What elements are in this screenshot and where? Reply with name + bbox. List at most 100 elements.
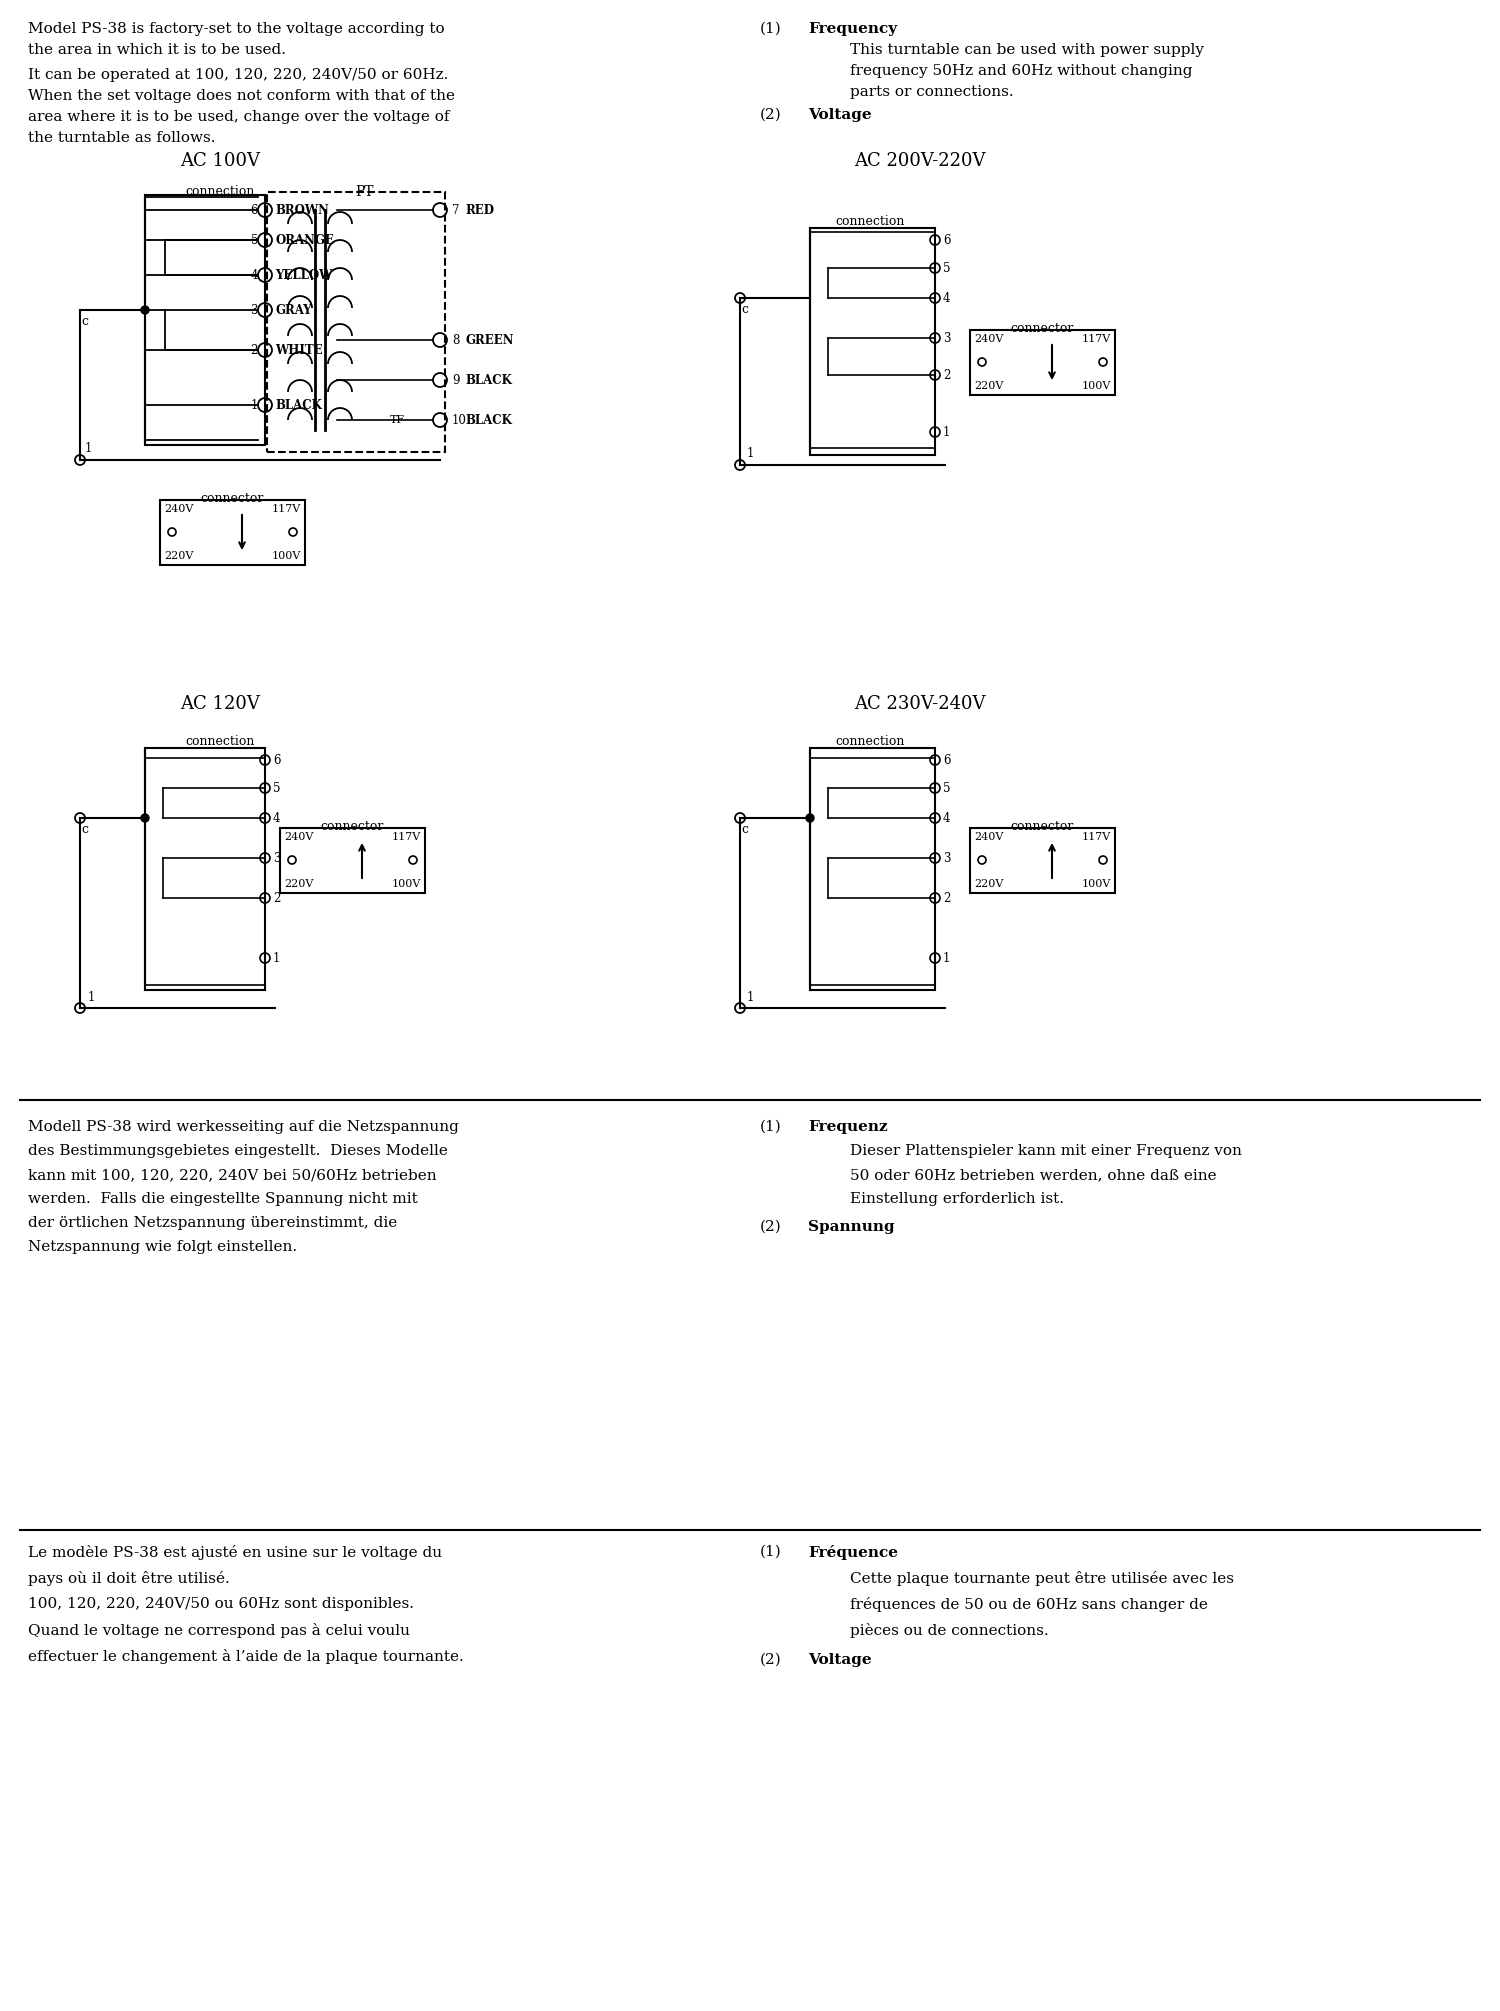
Text: 6: 6 xyxy=(944,754,951,766)
Text: AC 230V-240V: AC 230V-240V xyxy=(855,696,986,714)
Text: the turntable as follows.: the turntable as follows. xyxy=(28,131,216,145)
Text: 4: 4 xyxy=(944,812,951,825)
Text: connection: connection xyxy=(836,734,904,748)
Text: Model PS-38 is factory-set to the voltage according to: Model PS-38 is factory-set to the voltag… xyxy=(28,22,444,36)
Text: BROWN: BROWN xyxy=(274,203,328,217)
Text: c: c xyxy=(81,316,88,328)
Circle shape xyxy=(141,814,148,822)
Text: fréquences de 50 ou de 60Hz sans changer de: fréquences de 50 ou de 60Hz sans changer… xyxy=(850,1597,1208,1613)
Text: When the set voltage does not conform with that of the: When the set voltage does not conform wi… xyxy=(28,88,454,103)
Text: connection: connection xyxy=(836,215,904,227)
Bar xyxy=(280,829,424,893)
Text: 8: 8 xyxy=(452,334,459,346)
Bar xyxy=(810,748,934,989)
Text: (2): (2) xyxy=(760,1653,782,1667)
Text: (2): (2) xyxy=(760,109,782,123)
Text: 10: 10 xyxy=(452,414,466,426)
Text: WHITE: WHITE xyxy=(274,344,322,356)
Text: BLACK: BLACK xyxy=(274,398,322,412)
Text: 220V: 220V xyxy=(974,380,1004,390)
Text: 5: 5 xyxy=(944,261,951,273)
Bar xyxy=(267,191,446,452)
Bar xyxy=(160,501,304,565)
Text: 4: 4 xyxy=(944,292,951,304)
Text: Quand le voltage ne correspond pas à celui voulu: Quand le voltage ne correspond pas à cel… xyxy=(28,1623,410,1639)
Text: der örtlichen Netzspannung übereinstimmt, die: der örtlichen Netzspannung übereinstimmt… xyxy=(28,1217,398,1231)
Text: connection: connection xyxy=(184,734,255,748)
Text: GREEN: GREEN xyxy=(465,334,513,346)
Text: 1: 1 xyxy=(944,951,951,965)
Text: 240V: 240V xyxy=(284,833,314,843)
Text: RED: RED xyxy=(465,203,494,217)
Text: 7: 7 xyxy=(452,203,459,217)
Text: Fréquence: Fréquence xyxy=(808,1544,898,1561)
Text: 9: 9 xyxy=(452,374,459,386)
Text: Netzspannung wie folgt einstellen.: Netzspannung wie folgt einstellen. xyxy=(28,1241,297,1255)
Text: 117V: 117V xyxy=(392,833,422,843)
Text: BLACK: BLACK xyxy=(465,414,512,426)
Text: Frequency: Frequency xyxy=(808,22,897,36)
Text: 220V: 220V xyxy=(284,879,314,889)
Text: 1: 1 xyxy=(747,446,754,461)
Text: 100V: 100V xyxy=(1082,380,1112,390)
Bar xyxy=(970,330,1114,394)
Text: connector: connector xyxy=(201,493,264,505)
Text: connection: connection xyxy=(184,185,255,197)
Text: 1: 1 xyxy=(747,991,754,1003)
Text: pièces ou de connections.: pièces ou de connections. xyxy=(850,1623,1048,1639)
Text: 1: 1 xyxy=(273,951,280,965)
Text: (1): (1) xyxy=(760,1544,782,1559)
Text: 100V: 100V xyxy=(272,551,302,561)
Text: 2: 2 xyxy=(944,368,951,382)
Text: connector: connector xyxy=(321,820,384,833)
Text: (1): (1) xyxy=(760,1120,782,1134)
Text: werden.  Falls die eingestellte Spannung nicht mit: werden. Falls die eingestellte Spannung … xyxy=(28,1193,417,1207)
Text: 240V: 240V xyxy=(974,334,1004,344)
Text: 2: 2 xyxy=(273,891,280,905)
Text: kann mit 100, 120, 220, 240V bei 50/60Hz betrieben: kann mit 100, 120, 220, 240V bei 50/60Hz… xyxy=(28,1168,436,1182)
Text: 5: 5 xyxy=(273,782,280,794)
Text: c: c xyxy=(741,822,748,837)
Text: 1: 1 xyxy=(251,398,258,412)
Text: 220V: 220V xyxy=(974,879,1004,889)
Bar xyxy=(810,227,934,454)
Text: 5: 5 xyxy=(251,233,258,247)
Text: Cette plaque tournante peut être utilisée avec les: Cette plaque tournante peut être utilisé… xyxy=(850,1571,1234,1587)
Text: 3: 3 xyxy=(944,332,951,344)
Text: 117V: 117V xyxy=(1082,833,1112,843)
Text: Dieser Plattenspieler kann mit einer Frequenz von: Dieser Plattenspieler kann mit einer Fre… xyxy=(850,1144,1242,1158)
Text: Voltage: Voltage xyxy=(808,1653,871,1667)
Text: 5: 5 xyxy=(944,782,951,794)
Text: 4: 4 xyxy=(251,269,258,282)
Text: 6: 6 xyxy=(944,233,951,247)
Text: It can be operated at 100, 120, 220, 240V/50 or 60Hz.: It can be operated at 100, 120, 220, 240… xyxy=(28,68,448,82)
Text: Einstellung erforderlich ist.: Einstellung erforderlich ist. xyxy=(850,1193,1064,1207)
Text: TF: TF xyxy=(390,414,405,424)
Text: 6: 6 xyxy=(251,203,258,217)
Text: connector: connector xyxy=(1011,322,1074,336)
Text: des Bestimmungsgebietes eingestellt.  Dieses Modelle: des Bestimmungsgebietes eingestellt. Die… xyxy=(28,1144,448,1158)
Text: PT: PT xyxy=(356,185,374,199)
Text: Spannung: Spannung xyxy=(808,1221,894,1235)
Text: parts or connections.: parts or connections. xyxy=(850,84,1014,99)
Text: c: c xyxy=(81,822,88,837)
Circle shape xyxy=(806,814,814,822)
Text: Voltage: Voltage xyxy=(808,109,871,123)
Text: 6: 6 xyxy=(273,754,280,766)
Text: Frequenz: Frequenz xyxy=(808,1120,888,1134)
Text: ORANGE: ORANGE xyxy=(274,233,334,247)
Circle shape xyxy=(141,306,148,314)
Text: Modell PS-38 wird werkesseiting auf die Netzspannung: Modell PS-38 wird werkesseiting auf die … xyxy=(28,1120,459,1134)
Text: connector: connector xyxy=(1011,820,1074,833)
Text: 117V: 117V xyxy=(272,505,302,515)
Text: 220V: 220V xyxy=(164,551,194,561)
Text: (2): (2) xyxy=(760,1221,782,1235)
Text: 240V: 240V xyxy=(974,833,1004,843)
Text: c: c xyxy=(741,304,748,316)
Text: 1: 1 xyxy=(88,991,96,1003)
Text: YELLOW: YELLOW xyxy=(274,269,333,282)
Text: 1: 1 xyxy=(944,426,951,438)
Text: (1): (1) xyxy=(760,22,782,36)
Text: frequency 50Hz and 60Hz without changing: frequency 50Hz and 60Hz without changing xyxy=(850,64,1192,78)
Text: 117V: 117V xyxy=(1082,334,1112,344)
